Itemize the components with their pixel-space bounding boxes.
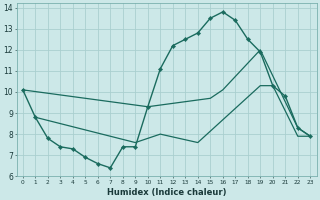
X-axis label: Humidex (Indice chaleur): Humidex (Indice chaleur) <box>107 188 226 197</box>
